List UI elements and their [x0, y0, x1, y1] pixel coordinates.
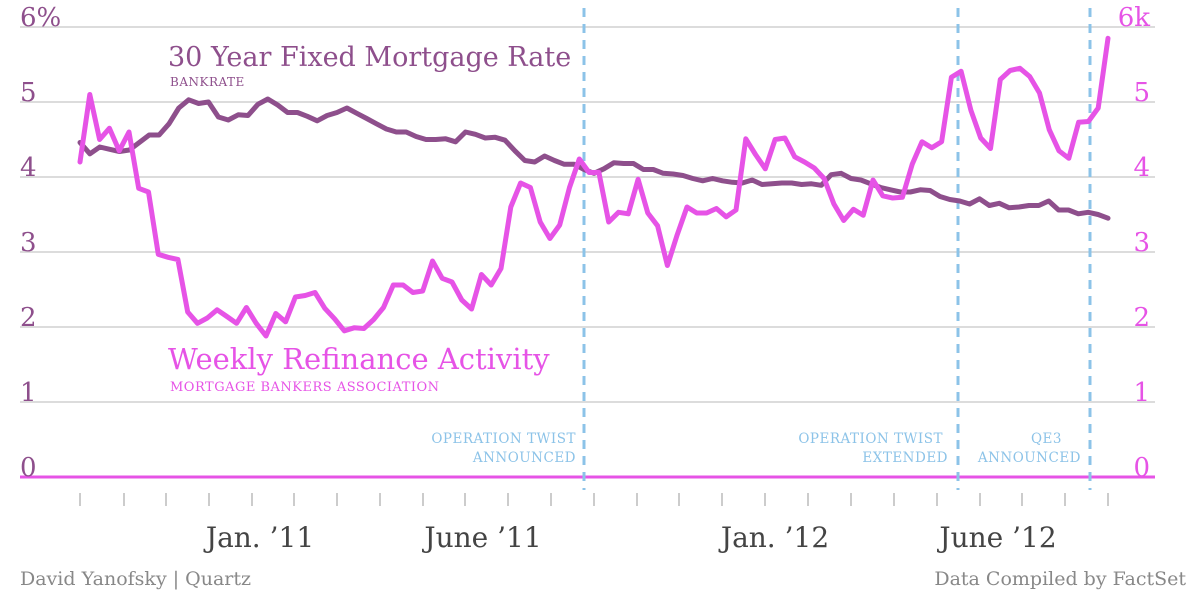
- y-left-tick-label: 6%: [20, 3, 61, 33]
- credit-right: Data Compiled by FactSet: [934, 568, 1186, 590]
- y-left-tick-label: 2: [20, 303, 37, 333]
- y-right-tick-label: 3: [1133, 228, 1150, 258]
- y-axis-left-labels: 6% 5 4 3 2 1 0: [20, 3, 61, 483]
- series-source-mba: MORTGAGE BANKERS ASSOCIATION: [170, 380, 440, 395]
- x-axis-labels: Jan. ’11 June ’11 Jan. ’12 June ’12: [203, 521, 1057, 554]
- x-tick-marks: [79, 493, 1109, 506]
- credit-left: David Yanofsky | Quartz: [20, 568, 251, 590]
- series-line-refinance: [77, 35, 1111, 339]
- annotation-qe3-line2: ANNOUNCED: [977, 450, 1081, 466]
- series-title-mortgage-rate: 30 Year Fixed Mortgage Rate: [168, 42, 571, 73]
- annotation-lines: [582, 8, 1092, 490]
- annotation-twist-announced-line2: ANNOUNCED: [472, 450, 576, 466]
- y-left-tick-label: 5: [20, 78, 37, 108]
- series-lines: [77, 35, 1111, 339]
- annotation-twist-extended-line2: EXTENDED: [862, 450, 948, 466]
- x-axis-label: June ’11: [421, 521, 541, 554]
- annotation-twist-extended-line1: OPERATION TWIST: [798, 431, 943, 447]
- y-right-tick-label: 2: [1133, 303, 1150, 333]
- x-axis-label: Jan. ’12: [718, 521, 829, 554]
- y-axis-right-labels: 6k 5 4 3 2 1 0: [1118, 3, 1151, 483]
- series-title-refinance: Weekly Refinance Activity: [168, 342, 550, 376]
- y-left-tick-label: 1: [20, 378, 37, 408]
- y-right-tick-label: 0: [1133, 453, 1150, 483]
- x-axis-label: Jan. ’11: [203, 521, 314, 554]
- annotation-twist-announced-line1: OPERATION TWIST: [431, 431, 576, 447]
- annotation-qe3-line1: QE3: [1031, 431, 1062, 447]
- y-right-tick-label: 5: [1133, 78, 1150, 108]
- series-source-bankrate: BANKRATE: [170, 75, 245, 89]
- y-left-tick-label: 3: [20, 228, 37, 258]
- y-left-tick-label: 0: [20, 453, 37, 483]
- gridlines: [20, 26, 1155, 479]
- series-line-mortgage-rate: [77, 96, 1111, 221]
- x-axis-label: June ’12: [936, 521, 1056, 554]
- series-titles: 30 Year Fixed Mortgage Rate BANKRATE Wee…: [168, 42, 571, 395]
- annotation-labels: OPERATION TWIST ANNOUNCED OPERATION TWIS…: [431, 431, 1081, 466]
- y-left-tick-label: 4: [20, 153, 37, 183]
- y-right-tick-label: 6k: [1118, 3, 1151, 33]
- y-right-tick-label: 4: [1133, 153, 1150, 183]
- y-right-tick-label: 1: [1133, 378, 1150, 408]
